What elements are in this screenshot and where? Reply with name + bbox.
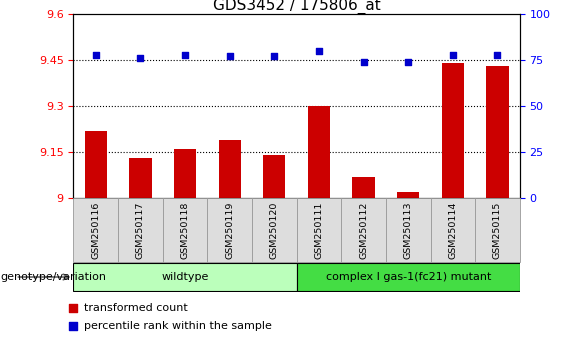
Text: GSM250113: GSM250113 — [404, 201, 412, 259]
Point — [203, 234, 212, 239]
Title: GDS3452 / 175806_at: GDS3452 / 175806_at — [213, 0, 380, 14]
Text: GSM250115: GSM250115 — [493, 201, 502, 259]
Bar — [207, 198, 252, 262]
Text: wildtype: wildtype — [162, 272, 208, 282]
Bar — [297, 198, 341, 262]
Point — [404, 59, 413, 65]
Bar — [252, 198, 297, 262]
Point — [315, 48, 324, 54]
Point — [181, 52, 190, 57]
Bar — [341, 198, 386, 262]
Bar — [353, 177, 375, 198]
Text: GSM250120: GSM250120 — [270, 201, 279, 259]
Bar — [263, 155, 285, 198]
Point — [203, 73, 212, 78]
Bar — [85, 131, 107, 198]
Text: complex I gas-1(fc21) mutant: complex I gas-1(fc21) mutant — [325, 272, 491, 282]
Bar — [297, 263, 520, 291]
Text: GSM250118: GSM250118 — [181, 201, 189, 259]
Bar — [431, 198, 475, 262]
Bar — [163, 198, 207, 262]
Point — [270, 54, 279, 59]
Text: genotype/variation: genotype/variation — [0, 272, 106, 282]
Bar — [475, 198, 520, 262]
Bar — [174, 149, 196, 198]
Text: GSM250114: GSM250114 — [449, 201, 457, 259]
Text: GSM250119: GSM250119 — [225, 201, 234, 259]
Text: percentile rank within the sample: percentile rank within the sample — [84, 321, 272, 331]
Bar — [73, 198, 118, 262]
Bar — [397, 192, 419, 198]
Text: GSM250117: GSM250117 — [136, 201, 145, 259]
Bar — [386, 198, 431, 262]
Point — [493, 52, 502, 57]
Bar — [308, 106, 330, 198]
Point — [92, 52, 101, 57]
Bar — [129, 158, 151, 198]
Point — [449, 52, 458, 57]
Bar — [118, 198, 163, 262]
Text: GSM250111: GSM250111 — [315, 201, 323, 259]
Text: transformed count: transformed count — [84, 303, 188, 313]
Point — [136, 56, 145, 61]
Bar — [442, 63, 464, 198]
Bar — [219, 140, 241, 198]
Text: GSM250112: GSM250112 — [359, 201, 368, 259]
Bar — [73, 263, 297, 291]
Point — [359, 59, 368, 65]
Text: GSM250116: GSM250116 — [92, 201, 100, 259]
Bar — [486, 66, 508, 198]
Point — [225, 54, 234, 59]
